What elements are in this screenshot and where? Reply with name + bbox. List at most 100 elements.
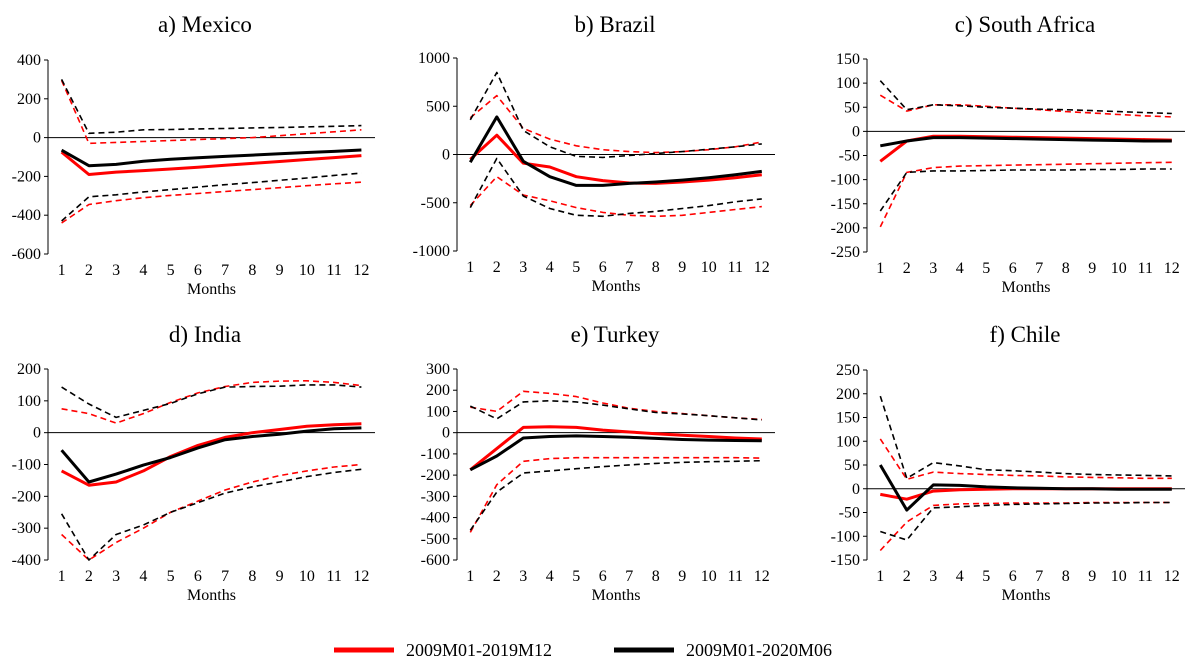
x-tick-label-chile: 12 (1164, 568, 1180, 585)
y-tick-label-india: -400 (12, 552, 41, 569)
series-line-south-africa-black-solid (880, 136, 1172, 148)
y-tick-label-south-africa: 100 (836, 75, 860, 92)
x-tick-label-mexico: 5 (167, 262, 175, 279)
series-line-turkey-black-dashed (469, 399, 762, 421)
series-line-brazil-red-solid (469, 133, 762, 185)
x-tick-label-chile: 6 (1009, 568, 1017, 585)
panel-title-turkey: e) Turkey (571, 322, 660, 347)
series-line-mexico-red-dashed (60, 80, 362, 145)
series-line-south-africa-red-dashed (879, 94, 1172, 118)
x-tick-label-brazil: 8 (652, 259, 660, 276)
panel-title-south-africa: c) South Africa (955, 12, 1096, 37)
x-tick-label-turkey: 5 (572, 568, 580, 585)
x-tick-label-chile: 2 (903, 568, 911, 585)
y-tick-label-chile: 200 (836, 386, 860, 403)
y-tick-label-turkey: -100 (421, 446, 450, 463)
x-tick-label-mexico: 3 (112, 262, 120, 279)
y-tick-label-south-africa: 50 (844, 99, 860, 116)
series-line-turkey-black-dashed (469, 459, 762, 531)
series-line-mexico-red-dashed (61, 181, 362, 224)
x-tick-label-south-africa: 11 (1138, 260, 1153, 277)
x-tick-label-mexico: 2 (85, 262, 93, 279)
x-tick-label-turkey: 2 (493, 568, 501, 585)
x-tick-label-mexico: 7 (221, 262, 229, 279)
series-line-turkey-red-solid (469, 425, 762, 471)
y-tick-label-turkey: -500 (421, 531, 450, 548)
x-tick-label-brazil: 7 (625, 259, 633, 276)
x-tick-label-turkey: 4 (546, 568, 554, 585)
y-tick-label-turkey: -300 (421, 488, 450, 505)
y-tick-label-turkey: 200 (426, 382, 450, 399)
x-tick-label-turkey: 1 (466, 568, 474, 585)
x-tick-label-brazil: 12 (754, 259, 770, 276)
legend: 2009M01-2019M12 2009M01-2020M06 (334, 640, 832, 660)
x-tick-label-south-africa: 12 (1164, 260, 1180, 277)
x-axis-title-india: Months (187, 587, 236, 604)
series-line-turkey-red-dashed (469, 456, 762, 533)
y-tick-label-chile: 0 (852, 481, 860, 498)
x-tick-label-chile: 1 (876, 568, 884, 585)
x-tick-label-chile: 3 (929, 568, 937, 585)
y-tick-label-mexico: -400 (12, 207, 41, 224)
y-tick-label-south-africa: 150 (836, 51, 860, 68)
x-axis-title-mexico: Months (187, 281, 236, 298)
panel-title-chile: f) Chile (990, 322, 1061, 347)
x-tick-label-brazil: 6 (599, 259, 607, 276)
x-tick-label-brazil: 1 (466, 259, 474, 276)
y-tick-label-mexico: 400 (17, 52, 41, 69)
y-tick-label-south-africa: -100 (831, 172, 860, 189)
x-tick-label-chile: 7 (1035, 568, 1043, 585)
legend-label-red: 2009M01-2019M12 (406, 640, 552, 660)
y-tick-label-brazil: 1000 (418, 50, 450, 67)
y-tick-label-turkey: 300 (426, 361, 450, 378)
series-line-chile-black-dashed (880, 501, 1172, 541)
y-tick-label-brazil: -1000 (413, 243, 450, 260)
y-tick-label-india: 100 (17, 393, 41, 410)
y-tick-label-south-africa: 0 (852, 123, 860, 140)
series-line-india-red-dashed (61, 463, 362, 561)
panel-south-africa: c) South Africa -250 -200 -150 -100 -50 0 50 100… (831, 12, 1185, 296)
series-line-south-africa-black-dashed (879, 80, 1172, 115)
series-line-mexico-black-dashed (61, 172, 362, 222)
series-line-brazil-black-dashed (469, 157, 762, 218)
y-tick-label-brazil: 0 (442, 147, 450, 164)
y-tick-label-chile: 100 (836, 433, 860, 450)
x-tick-label-brazil: 3 (519, 259, 527, 276)
panel-turkey: e) Turkey -600 -500 -400 -300 -200 -100 0 100 200… (421, 322, 775, 604)
x-tick-label-mexico: 12 (353, 262, 369, 279)
x-axis-title-brazil: Months (592, 278, 641, 295)
y-tick-label-chile: -100 (831, 528, 860, 545)
y-tick-label-turkey: 0 (442, 425, 450, 442)
x-tick-label-chile: 10 (1111, 568, 1127, 585)
x-tick-label-chile: 8 (1062, 568, 1070, 585)
y-tick-label-mexico: -200 (12, 168, 41, 185)
x-tick-label-south-africa: 8 (1062, 260, 1070, 277)
x-tick-label-brazil: 10 (701, 259, 717, 276)
x-tick-label-south-africa: 10 (1111, 260, 1127, 277)
series-line-chile-black-dashed (879, 395, 1172, 480)
x-tick-label-south-africa: 5 (982, 260, 990, 277)
x-tick-label-india: 2 (85, 568, 93, 585)
y-tick-label-south-africa: -50 (839, 148, 860, 165)
x-tick-label-south-africa: 9 (1088, 260, 1096, 277)
x-tick-label-chile: 4 (956, 568, 964, 585)
series-line-india-red-solid (60, 422, 362, 487)
x-tick-label-chile: 5 (982, 568, 990, 585)
x-tick-label-turkey: 10 (701, 568, 717, 585)
series-line-south-africa-black-dashed (879, 168, 1172, 212)
y-tick-label-south-africa: -150 (831, 196, 860, 213)
y-tick-label-mexico: -600 (12, 246, 41, 263)
y-tick-label-brazil: -500 (421, 195, 450, 212)
y-tick-label-chile: 50 (844, 457, 860, 474)
y-tick-label-india: -100 (12, 457, 41, 474)
y-tick-label-turkey: -400 (421, 510, 450, 527)
panel-title-mexico: a) Mexico (158, 12, 252, 37)
y-tick-label-chile: -150 (831, 552, 860, 569)
x-tick-label-turkey: 6 (599, 568, 607, 585)
x-tick-label-brazil: 11 (728, 259, 743, 276)
series-line-turkey-red-dashed (470, 390, 762, 421)
series-line-mexico-black-solid (60, 148, 362, 168)
